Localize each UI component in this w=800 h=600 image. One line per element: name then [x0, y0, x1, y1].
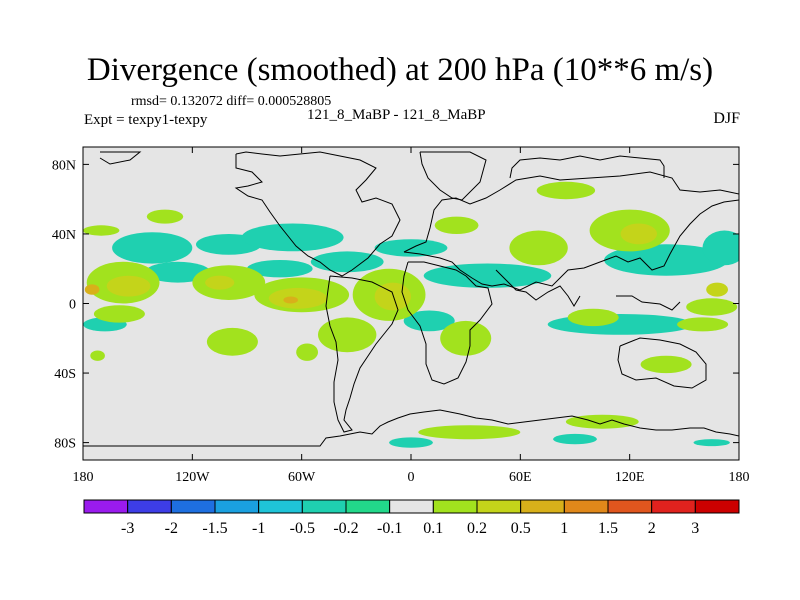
colorbar-swatch-11 — [563, 499, 609, 514]
field-region-31 — [93, 305, 145, 323]
colorbar-swatch-13 — [651, 499, 696, 514]
field-region-40 — [268, 287, 328, 309]
x-tick-label-6: 180 — [729, 470, 750, 485]
field-region-6 — [374, 239, 448, 257]
field-region-29 — [318, 317, 377, 353]
field-region-45 — [283, 296, 299, 304]
experiment-label: Expt = texpy1-texpy — [84, 112, 208, 128]
field-region-42 — [620, 223, 657, 245]
colorbar-label-3: -1 — [252, 520, 265, 537]
field-region-13 — [389, 437, 433, 448]
field-region-0 — [112, 232, 193, 264]
x-tick-label-3: 0 — [408, 470, 415, 485]
field-region-27 — [686, 298, 738, 316]
colorbar-swatch-14 — [694, 499, 740, 514]
field-region-35 — [90, 350, 105, 361]
field-region-28 — [440, 320, 492, 356]
colorbar-label-1: -2 — [165, 520, 178, 537]
field-region-8 — [604, 244, 729, 276]
colorbar-swatch-3 — [214, 499, 260, 514]
y-tick-label-1: 40N — [52, 228, 76, 243]
colorbar-label-11: 1.5 — [598, 520, 618, 537]
field-region-14 — [553, 433, 597, 445]
colorbar-swatch-4 — [258, 499, 303, 514]
colorbar-swatch-1 — [127, 499, 172, 514]
y-tick-label-4: 80S — [54, 437, 76, 452]
colorbar-label-0: -3 — [121, 520, 134, 537]
colorbar-label-7: 0.1 — [423, 520, 443, 537]
season-label: DJF — [713, 110, 740, 127]
field-region-15 — [693, 439, 730, 447]
field-region-36 — [565, 414, 639, 429]
field-region-20 — [434, 216, 479, 234]
field-region-4 — [246, 260, 313, 278]
field-region-23 — [536, 181, 596, 200]
field-region-5 — [310, 251, 384, 273]
rmsd-diff-stats: rmsd= 0.132072 diff= 0.000528805 — [131, 94, 332, 109]
field-region-21 — [509, 230, 568, 266]
x-tick-label-2: 60W — [288, 470, 316, 485]
colorbar-swatch-10 — [520, 499, 565, 514]
field-region-34 — [296, 343, 318, 361]
colorbar-label-4: -0.5 — [290, 520, 315, 537]
colorbar: -3 -2 -1.5 -1 -0.5 -0.2 -0.1 0.1 0.2 0.5 1 1.5 2 3 — [83, 499, 740, 537]
colorbar-label-9: 0.5 — [511, 520, 531, 537]
colorbar-swatch-7 — [389, 499, 434, 514]
colorbar-label-2: -1.5 — [202, 520, 227, 537]
field-region-39 — [205, 275, 235, 290]
colorbar-label-5: -0.2 — [333, 520, 358, 537]
x-tick-label-5: 120E — [615, 470, 645, 485]
colorbar-label-13: 3 — [691, 520, 699, 537]
field-region-33 — [677, 317, 729, 332]
colorbar-swatch-6 — [345, 499, 391, 514]
field-region-41 — [374, 282, 411, 311]
field-region-24 — [146, 209, 184, 224]
colorbar-label-12: 2 — [648, 520, 656, 537]
field-region-10 — [403, 310, 455, 332]
colorbar-swatch-9 — [476, 499, 522, 514]
chart-title: Divergence (smoothed) at 200 hPa (10**6 … — [86, 52, 714, 88]
colorbar-swatch-12 — [607, 499, 653, 514]
colorbar-label-6: -0.1 — [377, 520, 402, 537]
chart-subtitle: 121_8_MaBP - 121_8_MaBP — [307, 107, 486, 123]
field-region-26 — [567, 308, 619, 327]
y-tick-label-0: 80N — [52, 158, 76, 173]
x-tick-label-4: 60E — [509, 470, 532, 485]
field-region-44 — [84, 284, 100, 295]
field-region-38 — [106, 275, 151, 297]
x-tick-label-0: 180 — [73, 470, 94, 485]
colorbar-swatch-5 — [301, 499, 347, 514]
field-region-32 — [640, 355, 692, 374]
field-region-43 — [706, 282, 728, 297]
colorbar-swatch-2 — [170, 499, 216, 514]
y-axis: 80N 40N 0 40S 80S — [52, 158, 739, 452]
field-region-2 — [241, 223, 344, 252]
y-tick-label-2: 0 — [69, 298, 76, 313]
field-region-25 — [83, 225, 120, 236]
x-axis: 180 120W 60W 0 60E 120E 180 — [73, 147, 750, 485]
y-tick-label-3: 40S — [54, 367, 76, 382]
colorbar-label-8: 0.2 — [467, 520, 487, 537]
x-tick-label-1: 120W — [175, 470, 210, 485]
colorbar-label-10: 1 — [560, 520, 568, 537]
colorbar-swatch-8 — [432, 499, 478, 514]
coastline — [83, 151, 739, 447]
field-region-9 — [702, 230, 739, 266]
colorbar-swatch-0 — [83, 499, 129, 514]
field-region-30 — [206, 327, 258, 356]
field-region-37 — [418, 425, 521, 440]
